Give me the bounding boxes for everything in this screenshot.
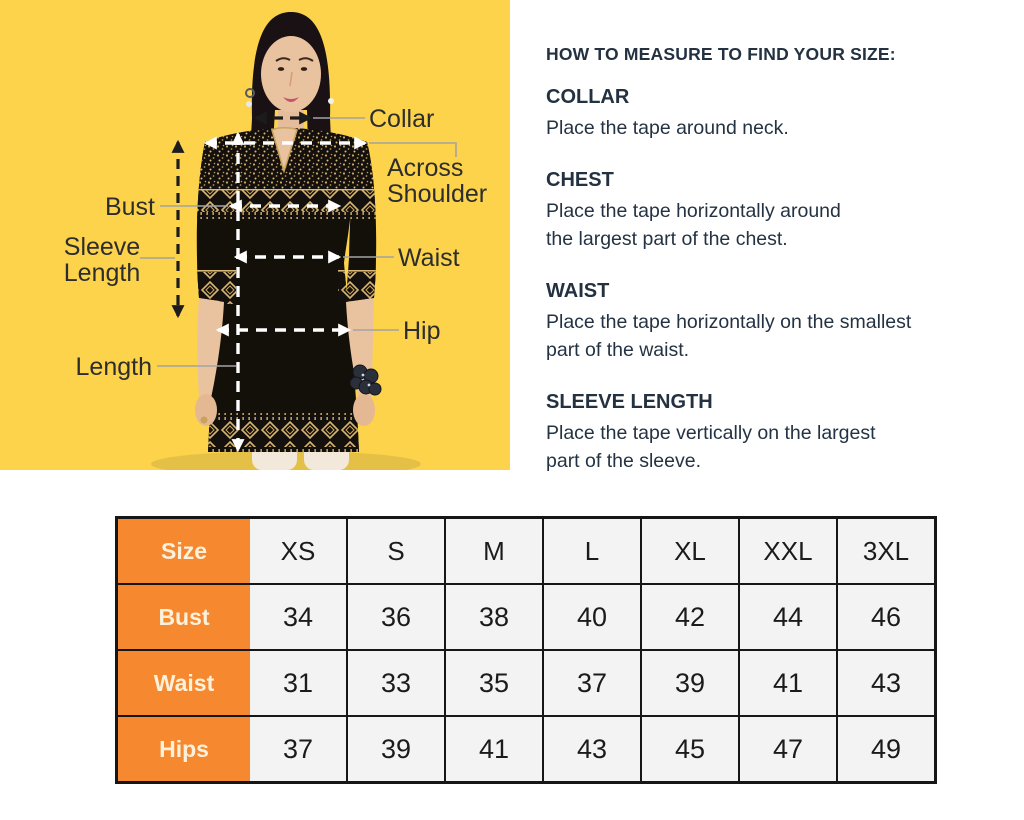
- measurement-diagram: Collar Across Shoulder Bust Sleeve Lengt…: [0, 0, 510, 477]
- table-header-row: Size XS S M L XL XXL 3XL: [115, 516, 937, 585]
- instruction-title: SLEEVE LENGTH: [546, 391, 713, 413]
- instruction-title: CHEST: [546, 169, 614, 191]
- value-cell: 37: [250, 715, 348, 784]
- hip-label: Hip: [403, 317, 441, 345]
- value-cell: 41: [738, 649, 838, 717]
- waist-label: Waist: [398, 244, 460, 272]
- instruction-section-collar: COLLAR Place the tape around neck.: [546, 86, 986, 142]
- value-cell: 39: [640, 649, 740, 717]
- instruction-body: Place the tape horizontally on the small…: [546, 311, 912, 361]
- instruction-section-waist: WAIST Place the tape horizontally on the…: [546, 280, 986, 364]
- hand-right: [353, 394, 375, 426]
- column-header: S: [346, 516, 446, 585]
- lips: [283, 97, 299, 102]
- value-cell: 34: [250, 583, 348, 651]
- value-cell: 36: [346, 583, 446, 651]
- value-cell: 43: [836, 649, 937, 717]
- value-cell: 35: [444, 649, 544, 717]
- value-cell: 43: [542, 715, 642, 784]
- across-shoulder-label-line1: Across: [387, 154, 463, 182]
- column-header: XS: [250, 516, 348, 585]
- label-connectors: [140, 117, 457, 367]
- column-header: XL: [640, 516, 740, 585]
- corner-cell-size: Size: [115, 516, 250, 585]
- row-label-bust: Bust: [115, 583, 250, 651]
- ring: [200, 416, 208, 424]
- collar-label: Collar: [369, 105, 434, 133]
- column-header: XXL: [738, 516, 838, 585]
- table-row-waist: Waist 31 33 35 37 39 41 43: [115, 649, 937, 717]
- column-header: L: [542, 516, 642, 585]
- bust-label: Bust: [105, 193, 155, 221]
- value-cell: 46: [836, 583, 937, 651]
- value-cell: 45: [640, 715, 740, 784]
- bracelet: [349, 364, 382, 396]
- measure-instructions: HOW TO MEASURE TO FIND YOUR SIZE: COLLAR…: [546, 44, 986, 502]
- earring-right: [328, 98, 334, 104]
- size-chart-table: Size XS S M L XL XXL 3XL Bust 34 36 38 4…: [115, 516, 937, 784]
- value-cell: 37: [542, 649, 642, 717]
- measurement-diagram-panel: Collar Across Shoulder Bust Sleeve Lengt…: [0, 0, 510, 477]
- value-cell: 49: [836, 715, 937, 784]
- across-shoulder-label-line2: Shoulder: [387, 180, 487, 208]
- instruction-title: COLLAR: [546, 86, 630, 108]
- row-label-waist: Waist: [115, 649, 250, 717]
- column-header: 3XL: [836, 516, 937, 585]
- sleeve-length-label-line1: Sleeve: [64, 233, 140, 261]
- value-cell: 40: [542, 583, 642, 651]
- instruction-section-sleeve-length: SLEEVE LENGTH Place the tape vertically …: [546, 391, 986, 475]
- value-cell: 39: [346, 715, 446, 784]
- instruction-body: Place the tape vertically on the largest…: [546, 422, 876, 472]
- table-row-bust: Bust 34 36 38 40 42 44 46: [115, 583, 937, 651]
- value-cell: 38: [444, 583, 544, 651]
- value-cell: 42: [640, 583, 740, 651]
- instruction-body: Place the tape horizontally around the l…: [546, 200, 841, 250]
- instruction-section-chest: CHEST Place the tape horizontally around…: [546, 169, 986, 253]
- sleeve-length-label-line2: Length: [64, 259, 140, 287]
- value-cell: 33: [346, 649, 446, 717]
- value-cell: 41: [444, 715, 544, 784]
- earring-left: [245, 88, 255, 98]
- table-row-hips: Hips 37 39 41 43 45 47 49: [115, 715, 937, 784]
- row-label-hips: Hips: [115, 715, 250, 784]
- hand-left: [195, 394, 217, 426]
- instruction-body: Place the tape around neck.: [546, 117, 789, 139]
- value-cell: 44: [738, 583, 838, 651]
- column-header: M: [444, 516, 544, 585]
- value-cell: 31: [250, 649, 348, 717]
- instruction-title: WAIST: [546, 280, 610, 302]
- value-cell: 47: [738, 715, 838, 784]
- instructions-heading: HOW TO MEASURE TO FIND YOUR SIZE:: [546, 44, 896, 64]
- length-label: Length: [76, 353, 152, 381]
